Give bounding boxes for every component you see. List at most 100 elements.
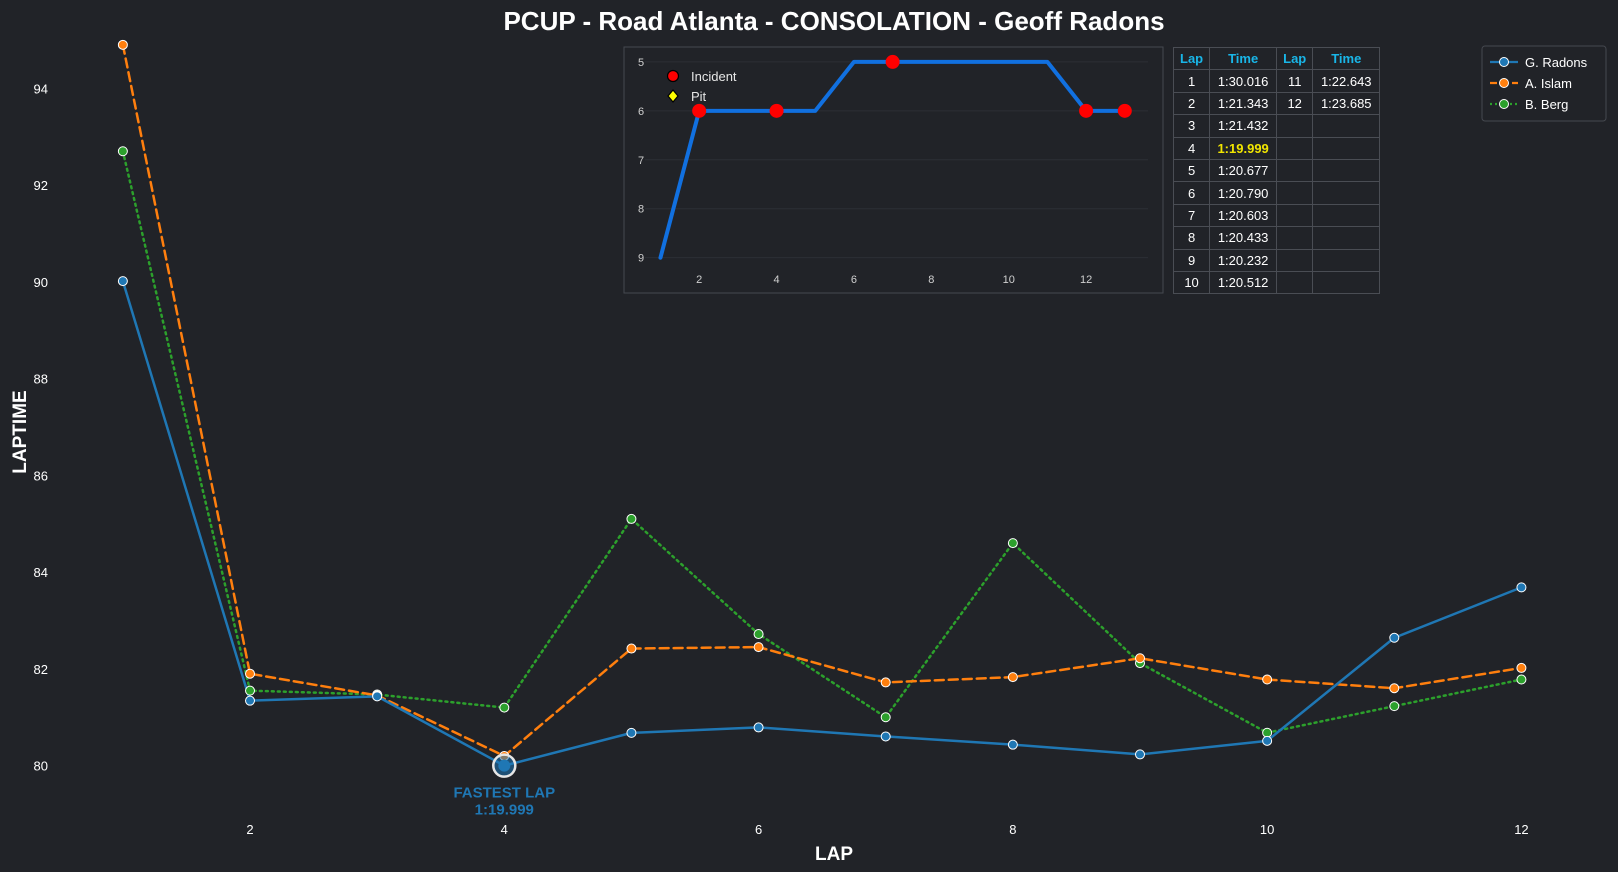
data-point	[1389, 683, 1400, 694]
header-time: Time	[1209, 46, 1278, 71]
time-cell	[1312, 136, 1381, 160]
fastest-time-cell: 1:19.999	[1209, 136, 1278, 160]
table-row: 7 1:20.603	[1172, 203, 1381, 228]
lap-times-table: Lap Time Lap Time 1 1:30.016 11 1:22.643…	[1172, 46, 1381, 295]
inset-x-tick-label: 4	[773, 274, 779, 286]
time-cell: 1:20.603	[1209, 203, 1278, 228]
time-cell	[1312, 226, 1381, 250]
y-axis-label: LAPTIME	[10, 390, 31, 473]
inset-x-tick-label: 8	[928, 274, 934, 286]
series-line-a-islam	[121, 43, 1523, 758]
data-point	[245, 685, 255, 696]
lap-cell	[1276, 248, 1314, 272]
y-tick-label: 92	[34, 178, 48, 193]
data-point	[1516, 582, 1527, 593]
lap-cell	[1276, 136, 1314, 160]
time-cell: 1:21.432	[1209, 114, 1278, 138]
data-point	[880, 677, 891, 688]
table-row: 8 1:20.433	[1172, 226, 1381, 250]
data-point	[880, 712, 891, 723]
time-cell: 1:20.790	[1209, 181, 1278, 205]
data-point	[372, 691, 383, 702]
data-point	[245, 668, 255, 679]
lap-cell	[1276, 158, 1314, 183]
table-row: 4 1:19.999	[1172, 136, 1381, 160]
lap-cell: 9	[1172, 248, 1211, 272]
inset-legend: Incident Pit	[666, 69, 737, 104]
data-point	[1007, 672, 1018, 683]
table-row: 3 1:21.432	[1172, 114, 1381, 138]
y-tick-label: 86	[34, 468, 48, 483]
chart-title: PCUP - Road Atlanta - CONSOLATION - Geof…	[503, 6, 1164, 36]
header-time: Time	[1312, 46, 1381, 71]
inset-y-tick-label: 7	[638, 155, 644, 167]
time-cell: 1:20.512	[1209, 270, 1278, 295]
time-cell: 1:22.643	[1312, 69, 1381, 93]
y-tick-label: 80	[34, 759, 48, 774]
incident-marker	[1079, 103, 1094, 118]
data-point	[117, 146, 128, 157]
incident-marker	[769, 103, 784, 118]
incident-marker	[692, 103, 707, 118]
series-line-g-radons	[121, 279, 1523, 767]
incident-marker	[885, 54, 900, 69]
data-point	[499, 702, 510, 713]
data-point	[1389, 701, 1400, 712]
data-point	[753, 642, 764, 653]
lap-cell: 10	[1172, 270, 1211, 295]
data-point	[1516, 674, 1527, 685]
header-lap: Lap	[1172, 46, 1211, 71]
time-cell	[1312, 181, 1381, 205]
lap-cell	[1276, 226, 1314, 250]
inset-y-tick-label: 9	[638, 253, 644, 265]
x-tick-label: 6	[755, 822, 762, 837]
lap-cell: 12	[1276, 91, 1314, 116]
data-point	[753, 629, 764, 640]
lap-cell	[1276, 203, 1314, 228]
x-tick-label: 8	[1009, 822, 1016, 837]
x-tick-label: 12	[1514, 822, 1528, 837]
time-cell: 1:23.685	[1312, 91, 1381, 116]
lap-cell: 7	[1172, 203, 1211, 228]
lap-cell	[1276, 270, 1314, 295]
lap-cell: 1	[1172, 69, 1211, 93]
inset-y-tick-label: 5	[638, 57, 644, 69]
x-tick-label: 10	[1260, 822, 1274, 837]
data-point	[245, 695, 255, 706]
table-row: 5 1:20.677	[1172, 158, 1381, 183]
y-tick-label: 94	[34, 81, 48, 96]
lap-cell: 6	[1172, 181, 1211, 205]
lap-cell: 3	[1172, 114, 1211, 138]
inset-x-tick-label: 10	[1003, 274, 1015, 286]
lap-cell: 2	[1172, 91, 1211, 116]
data-point	[626, 727, 637, 738]
fastest-lap-time: 1:19.999	[475, 802, 534, 819]
legend-entry-berg: B. Berg	[1490, 97, 1568, 112]
fastest-lap-marker-core	[498, 759, 511, 772]
time-cell: 1:20.232	[1209, 248, 1278, 272]
data-point	[1007, 538, 1018, 549]
time-cell: 1:20.433	[1209, 226, 1278, 250]
inset-x-tick-label: 12	[1080, 274, 1092, 286]
lap-cell: 11	[1276, 69, 1314, 93]
data-point	[1007, 739, 1018, 750]
data-point	[753, 722, 764, 733]
time-cell: 1:30.016	[1209, 69, 1278, 93]
time-cell	[1312, 270, 1381, 295]
legend-entry-islam: A. Islam	[1490, 76, 1572, 91]
data-point	[880, 731, 891, 742]
data-point	[1516, 662, 1527, 673]
lap-cell	[1276, 181, 1314, 205]
data-point	[117, 39, 128, 50]
time-cell	[1312, 158, 1381, 183]
pit-legend-label: Pit	[691, 89, 707, 104]
legend-frame	[1481, 45, 1607, 122]
data-point	[1389, 632, 1400, 643]
lap-cell: 5	[1172, 158, 1211, 183]
y-tick-label: 84	[34, 565, 48, 580]
inset-frame	[623, 46, 1164, 294]
inset-x-tick-label: 6	[851, 274, 857, 286]
lap-cell: 4	[1172, 136, 1211, 160]
time-cell	[1312, 114, 1381, 138]
